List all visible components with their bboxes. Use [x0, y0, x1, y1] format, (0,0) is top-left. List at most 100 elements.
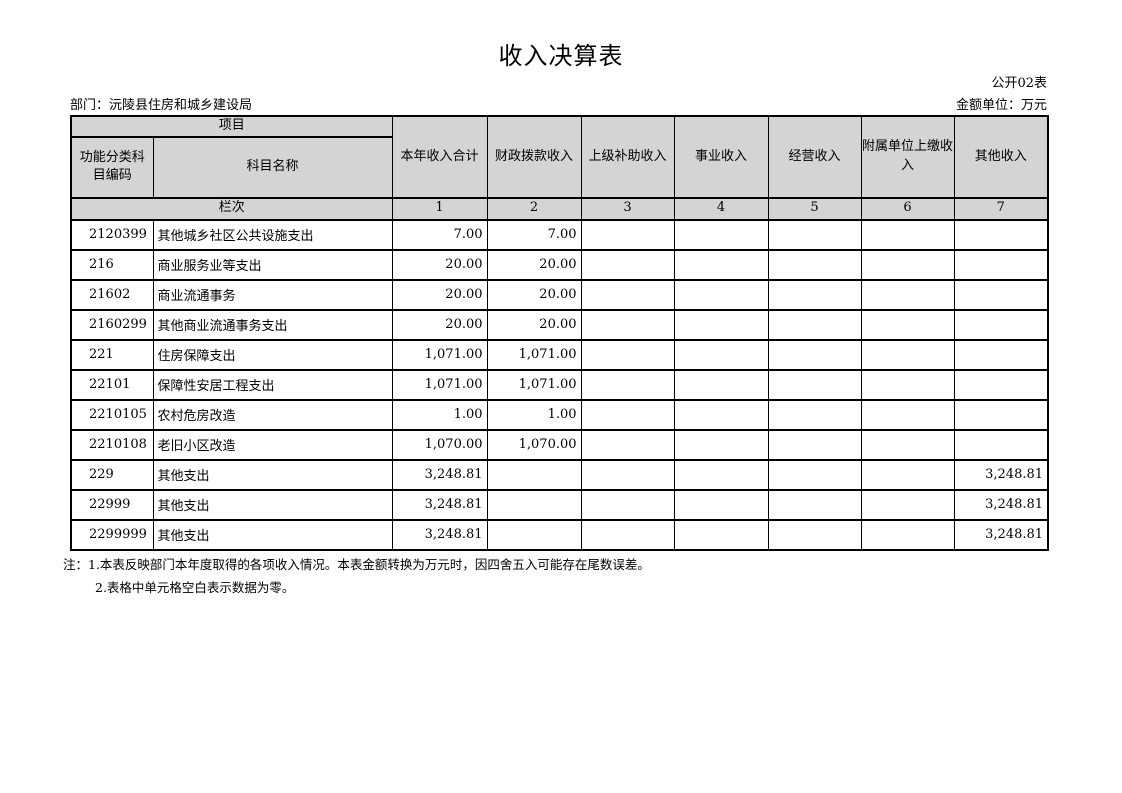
cell-value: [767, 368, 862, 401]
cell-value: [953, 248, 1049, 281]
cell-subject-name: 其他城乡社区公共设施支出: [152, 218, 393, 251]
cell-value: [860, 218, 955, 251]
cell-value: [860, 338, 955, 371]
cell-value: 1.00: [391, 398, 488, 431]
cell-value: 20.00: [391, 278, 488, 311]
col-number: 1: [391, 196, 488, 221]
cell-code: 229: [70, 458, 154, 491]
cell-value: [860, 488, 955, 521]
cell-subject-name: 其他支出: [152, 518, 393, 551]
cell-code: 2210105: [70, 398, 154, 431]
cell-value: 20.00: [486, 248, 582, 281]
header-col-other: 其他收入: [953, 115, 1049, 199]
meta-row: 部门：沅陵县住房和城乡建设局 金额单位：万元: [70, 94, 1047, 113]
col-number: 3: [580, 196, 675, 221]
cell-value: 3,248.81: [953, 518, 1049, 551]
sheet-code-label: 公开02表: [991, 76, 1047, 91]
cell-value: [486, 458, 582, 491]
cell-value: 1,071.00: [486, 338, 582, 371]
cell-subject-name: 农村危房改造: [152, 398, 393, 431]
cell-value: 1,070.00: [391, 428, 488, 461]
table-row: 2210105 农村危房改造 1.00 1.00: [70, 398, 1049, 431]
cell-subject-name: 商业流通事务: [152, 278, 393, 311]
cell-value: [953, 398, 1049, 431]
cell-value: 20.00: [391, 248, 488, 281]
header-col-total: 本年收入合计: [391, 115, 488, 199]
header-row-index-label: 栏次: [70, 196, 393, 221]
cell-value: [580, 458, 675, 491]
cell-value: [767, 278, 862, 311]
cell-value: 3,248.81: [953, 458, 1049, 491]
income-table: 项目 本年收入合计 财政拨款收入 上级补助收入 事业收入 经营收入 附属单位上缴…: [70, 115, 1050, 551]
cell-value: [580, 518, 675, 551]
cell-value: [673, 428, 769, 461]
col-number: 2: [486, 196, 582, 221]
cell-value: [673, 398, 769, 431]
cell-value: [673, 248, 769, 281]
cell-value: [767, 248, 862, 281]
header-col-fiscal: 财政拨款收入: [486, 115, 582, 199]
cell-subject-name: 住房保障支出: [152, 338, 393, 371]
cell-value: [953, 278, 1049, 311]
header-code: 功能分类科目编码: [70, 135, 154, 199]
cell-value: 7.00: [486, 218, 582, 251]
cell-value: 3,248.81: [391, 488, 488, 521]
cell-value: 1.00: [486, 398, 582, 431]
cell-value: [673, 218, 769, 251]
table-row: 221 住房保障支出 1,071.00 1,071.00: [70, 338, 1049, 371]
col-number: 4: [673, 196, 769, 221]
cell-value: [580, 428, 675, 461]
cell-value: [673, 518, 769, 551]
cell-value: [953, 338, 1049, 371]
cell-value: [767, 518, 862, 551]
cell-value: [580, 488, 675, 521]
cell-value: [767, 398, 862, 431]
cell-value: [580, 368, 675, 401]
cell-value: 1,070.00: [486, 428, 582, 461]
header-col-business: 事业收入: [673, 115, 769, 199]
cell-value: [580, 218, 675, 251]
cell-code: 221: [70, 338, 154, 371]
cell-value: 1,071.00: [486, 368, 582, 401]
cell-value: [953, 428, 1049, 461]
unit-label: 金额单位：万元: [955, 98, 1047, 113]
cell-value: 1,071.00: [391, 338, 488, 371]
cell-subject-name: 保障性安居工程支出: [152, 368, 393, 401]
cell-value: [580, 248, 675, 281]
table-row: 21602 商业流通事务 20.00 20.00: [70, 278, 1049, 311]
cell-value: [953, 308, 1049, 341]
cell-code: 22999: [70, 488, 154, 521]
cell-value: 3,248.81: [391, 458, 488, 491]
cell-value: [767, 338, 862, 371]
cell-subject-name: 其他商业流通事务支出: [152, 308, 393, 341]
col-number: 6: [860, 196, 955, 221]
table-row: 216 商业服务业等支出 20.00 20.00: [70, 248, 1049, 281]
cell-value: [860, 518, 955, 551]
cell-value: [767, 458, 862, 491]
cell-value: [953, 218, 1049, 251]
header-row-project: 项目 本年收入合计 财政拨款收入 上级补助收入 事业收入 经营收入 附属单位上缴…: [70, 115, 1049, 199]
cell-code: 216: [70, 248, 154, 281]
header-row-sub: 功能分类科目编码 科目名称: [70, 135, 1048, 199]
cell-value: [673, 368, 769, 401]
cell-subject-name: 老旧小区改造: [152, 428, 393, 461]
cell-value: [860, 278, 955, 311]
cell-value: [486, 488, 582, 521]
cell-value: 3,248.81: [953, 488, 1049, 521]
cell-value: [580, 278, 675, 311]
table-row: 22101 保障性安居工程支出 1,071.00 1,071.00: [70, 368, 1049, 401]
cell-value: [673, 278, 769, 311]
footnote-line-1: 注：1.本表反映部门本年度取得的各项收入情况。本表金额转换为万元时，因四舍五入可…: [63, 557, 650, 572]
cell-value: [767, 308, 862, 341]
table-row: 2120399 其他城乡社区公共设施支出 7.00 7.00: [70, 218, 1049, 251]
cell-subject-name: 其他支出: [152, 488, 393, 521]
header-col-affiliated: 附属单位上缴收入: [860, 115, 955, 199]
footnote-line-2: 2.表格中单元格空白表示数据为零。: [95, 580, 295, 595]
cell-value: [580, 398, 675, 431]
cell-value: [767, 218, 862, 251]
department-label: 部门：沅陵县住房和城乡建设局: [70, 98, 253, 113]
cell-value: [860, 368, 955, 401]
cell-value: [953, 368, 1049, 401]
cell-code: 21602: [70, 278, 154, 311]
